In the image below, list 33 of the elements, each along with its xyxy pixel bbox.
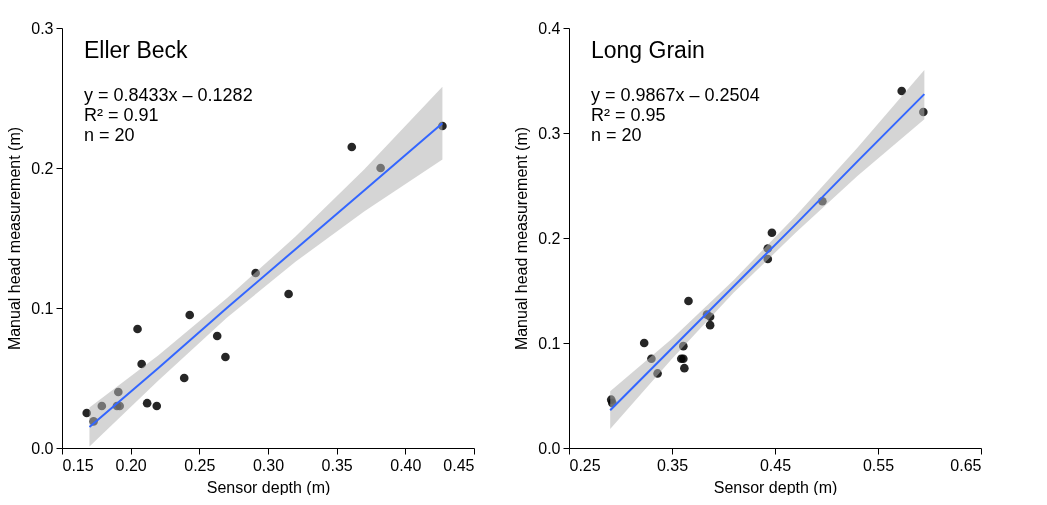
x-tick-label: 0.35 (656, 456, 689, 474)
x-tick-label: 0.25 (184, 456, 216, 474)
annotation: n = 20 (84, 125, 135, 145)
x-axis-title: Sensor depth (m) (206, 478, 331, 496)
y-axis-title: Manual head measurement (m) (513, 126, 531, 351)
y-tick-label: 0.0 (31, 439, 54, 457)
annotation: y = 0.9867x – 0.2504 (591, 85, 760, 105)
x-tick-label: 0.40 (390, 456, 422, 474)
x-tick-label: 0.45 (443, 456, 475, 474)
y-tick-label: 0.3 (31, 19, 54, 37)
y-tick-label: 0.3 (538, 124, 561, 142)
y-tick-label: 0.2 (31, 159, 54, 177)
y-tick-label: 0.1 (31, 299, 54, 317)
annotation: y = 0.8433x – 0.1282 (84, 85, 253, 105)
annotation: R² = 0.95 (591, 105, 666, 125)
chart-title: Long Grain (591, 37, 705, 63)
x-tick-label: 0.35 (321, 456, 353, 474)
x-tick-label: 0.30 (252, 456, 285, 474)
x-tick-label: 0.45 (759, 456, 792, 474)
y-tick-label: 0.1 (538, 334, 561, 352)
x-axis-title: Sensor depth (m) (713, 478, 838, 496)
y-tick-label: 0.0 (538, 439, 561, 457)
y-tick-label: 0.2 (538, 229, 561, 247)
x-tick-label: 0.25 (569, 456, 601, 474)
x-tick-label: 0.15 (62, 456, 94, 474)
annotation: R² = 0.91 (84, 105, 159, 125)
y-tick-label: 0.4 (538, 19, 561, 37)
x-tick-label: 0.65 (950, 456, 982, 474)
y-axis-title: Manual head measurement (m) (6, 126, 24, 351)
x-tick-label: 0.55 (862, 456, 895, 474)
annotation: n = 20 (591, 125, 642, 145)
chart-title: Eller Beck (84, 37, 189, 63)
x-tick-label: 0.20 (115, 456, 147, 474)
